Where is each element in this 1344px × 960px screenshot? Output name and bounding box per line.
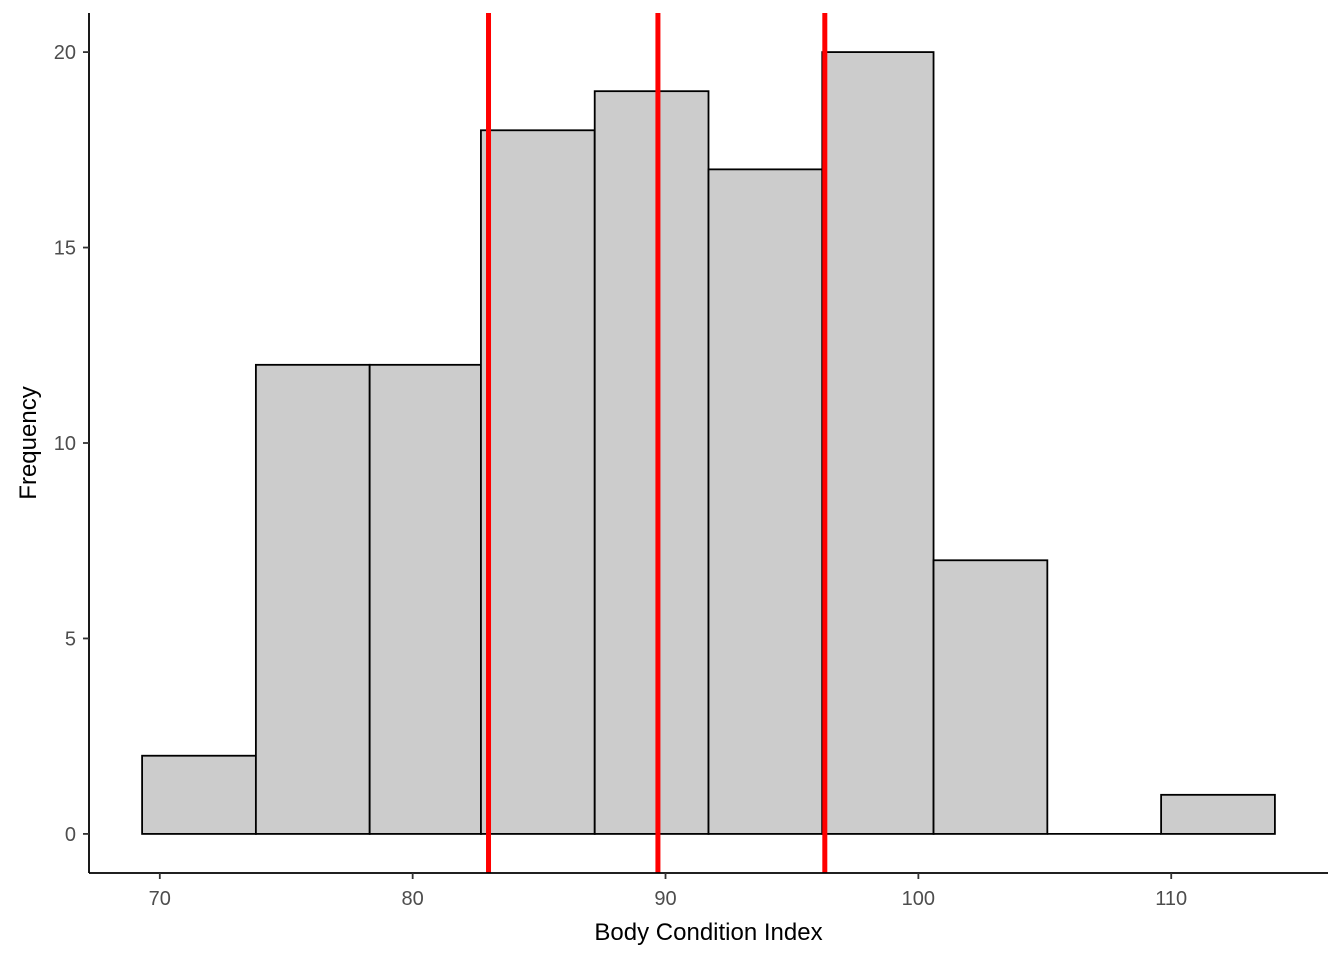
y-tick-label: 0 bbox=[65, 824, 76, 846]
histogram-bars bbox=[141, 51, 1276, 835]
x-tick-label: 70 bbox=[149, 888, 171, 910]
y-axis-ticks: 0 5 10 15 20 bbox=[54, 42, 89, 846]
y-tick-label: 20 bbox=[54, 42, 76, 64]
x-tick-label: 100 bbox=[902, 888, 935, 910]
histogram-bar-10 bbox=[1160, 793, 1276, 835]
y-tick-label: 15 bbox=[54, 238, 76, 260]
reference-lines bbox=[486, 13, 828, 873]
histogram-bar-8 bbox=[932, 559, 1049, 835]
histogram-bar-5 bbox=[593, 90, 710, 835]
x-axis-ticks: 70 80 90 100 110 bbox=[149, 873, 1187, 910]
y-tick-label: 5 bbox=[65, 628, 76, 650]
x-tick-label: 80 bbox=[402, 888, 424, 910]
histogram-bar-3 bbox=[368, 363, 482, 835]
histogram-bar-6 bbox=[707, 168, 824, 835]
y-tick-label: 10 bbox=[54, 433, 76, 455]
histogram-bar-1 bbox=[141, 754, 257, 835]
histogram-bar-7 bbox=[821, 51, 935, 835]
histogram-bar-4 bbox=[480, 129, 596, 835]
y-axis-title: Frequency bbox=[15, 386, 42, 499]
x-tick-label: 110 bbox=[1155, 888, 1187, 910]
histogram-bar-2 bbox=[254, 363, 371, 835]
x-axis-title: Body Condition Index bbox=[594, 919, 822, 946]
x-tick-label: 90 bbox=[654, 888, 676, 910]
